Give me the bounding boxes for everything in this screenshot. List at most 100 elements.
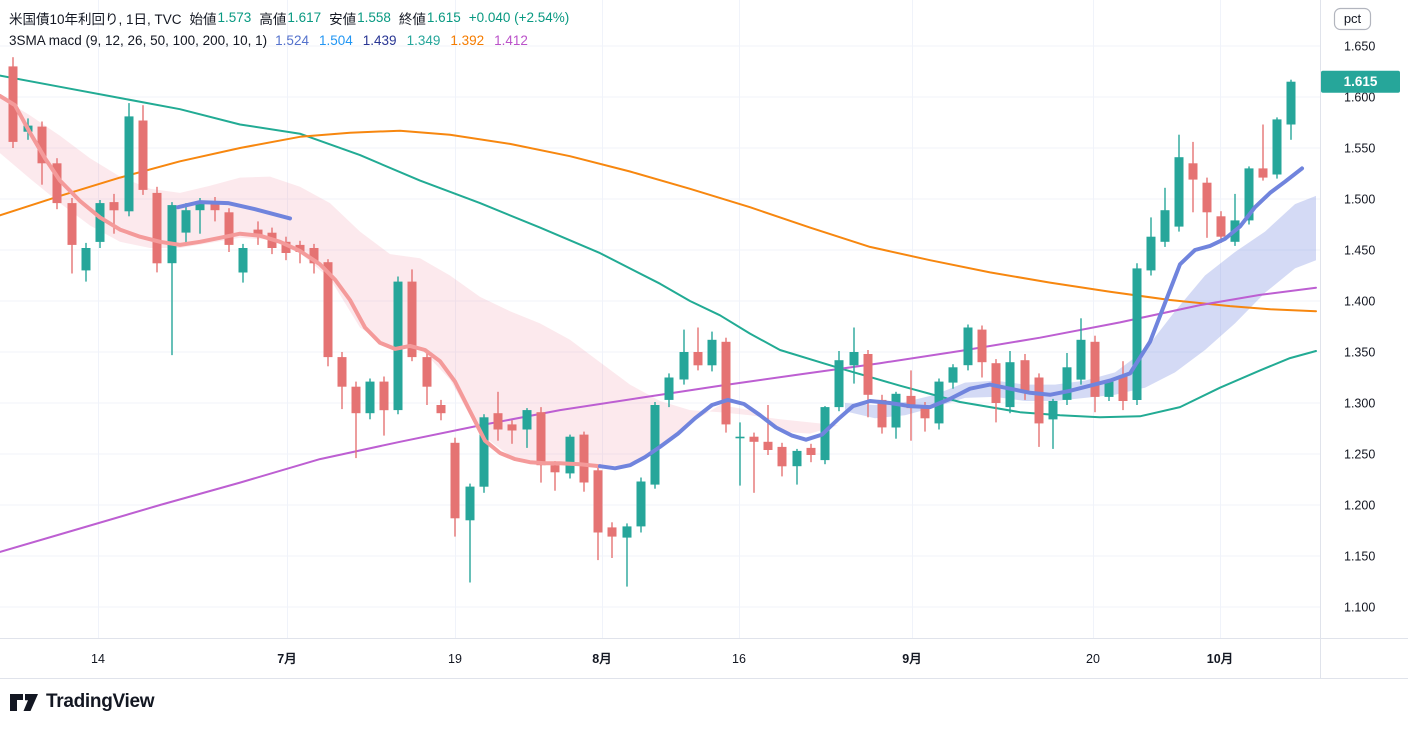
time-axis-label[interactable]: 10月 <box>1207 652 1233 666</box>
price-axis-label[interactable]: 1.250 <box>1344 448 1375 462</box>
candle-body <box>1146 236 1156 271</box>
time-axis-label[interactable]: 19 <box>448 652 462 666</box>
candle <box>81 242 91 282</box>
candle-body <box>281 241 291 253</box>
candle <box>977 325 987 378</box>
time-axis-label[interactable]: 9月 <box>902 652 921 666</box>
close-label: 終値 <box>398 11 426 27</box>
candle-body <box>607 527 617 537</box>
open-label: 始値 <box>189 11 217 27</box>
candle <box>52 158 62 210</box>
time-axis-label[interactable]: 16 <box>732 652 746 666</box>
candle-body <box>991 363 1001 403</box>
price-axis-label[interactable]: 1.650 <box>1344 40 1375 54</box>
candle <box>436 399 446 421</box>
indicator-title[interactable]: 3SMA macd (9, 12, 26, 50, 100, 200, 10, … <box>9 33 268 48</box>
high-label: 高値 <box>259 11 287 27</box>
candle-body <box>977 329 987 363</box>
time-axis-label[interactable]: 8月 <box>592 652 611 666</box>
price-axis-label[interactable]: 1.550 <box>1344 142 1375 156</box>
candle-body <box>891 393 901 428</box>
candle-body <box>593 470 603 533</box>
candle-body <box>1062 367 1072 400</box>
sma-100-line <box>0 74 1317 419</box>
candle-body <box>1272 119 1282 175</box>
candle-body <box>67 203 77 245</box>
candle-body <box>763 441 773 450</box>
candle <box>1216 211 1226 243</box>
unit-badge-label: pct <box>1344 11 1362 26</box>
candle-body <box>1202 182 1212 213</box>
candle <box>365 378 375 420</box>
low-label: 安値 <box>329 11 357 27</box>
price-axis-label[interactable]: 1.100 <box>1344 601 1375 615</box>
candle-body <box>52 163 62 204</box>
candle <box>1076 318 1086 385</box>
unit-badge[interactable] <box>1333 7 1372 31</box>
candle <box>281 236 291 261</box>
low-value: 1.558 <box>357 10 391 25</box>
last-price-badge-label: 1.615 <box>1344 74 1378 89</box>
candle-body <box>792 450 802 467</box>
candle <box>550 461 560 491</box>
candle-body <box>707 339 717 366</box>
time-axis-label[interactable]: 7月 <box>277 652 296 666</box>
candle <box>963 324 973 371</box>
indicator-value-5: 1.392 <box>450 33 485 48</box>
candle-body <box>465 486 475 521</box>
candle-body <box>863 354 873 395</box>
candle-body <box>735 436 745 439</box>
chart-legend: 米国債10年利回り, 1日, TVC 始値 1.573 高値 1.617 安値 1.5… <box>9 6 569 52</box>
price-axis-label[interactable]: 1.600 <box>1344 91 1375 105</box>
time-axis-label[interactable]: 14 <box>91 652 105 666</box>
tradingview-logo[interactable]: TradingView <box>10 691 155 713</box>
candle <box>721 337 731 433</box>
candle <box>536 407 546 483</box>
candle <box>1174 134 1184 232</box>
close-readout: 終値 1.615 <box>399 8 461 28</box>
candle-body <box>636 481 646 527</box>
time-axis-label[interactable]: 20 <box>1086 652 1100 666</box>
candle <box>450 437 460 537</box>
slow-ribbon-line <box>0 94 602 469</box>
candle-body <box>393 281 403 411</box>
change-readout: +0.040 (+2.54%) <box>468 10 570 25</box>
price-axis-label[interactable]: 1.300 <box>1344 397 1375 411</box>
indicator-values: 1.524 1.504 1.439 1.349 1.392 1.412 <box>275 33 528 48</box>
candle-body <box>323 262 333 358</box>
candle-body <box>1090 341 1100 397</box>
price-axis-label[interactable]: 1.200 <box>1344 499 1375 513</box>
symbol-title[interactable]: 米国債10年利回り, 1日, TVC <box>9 11 182 27</box>
candle <box>507 420 517 444</box>
candle <box>948 364 958 389</box>
candle-body <box>81 248 91 271</box>
candle-body <box>181 210 191 233</box>
candle-body <box>195 203 205 211</box>
indicator-value-2: 1.504 <box>318 33 353 48</box>
candle-body <box>436 405 446 414</box>
indicator-value-3: 1.439 <box>362 33 397 48</box>
candle <box>1272 117 1282 179</box>
candle <box>565 434 575 479</box>
price-axis-label[interactable]: 1.400 <box>1344 295 1375 309</box>
candle-body <box>309 248 319 264</box>
price-axis-label[interactable]: 1.450 <box>1344 244 1375 258</box>
candle-body <box>479 417 489 487</box>
candle-body <box>295 244 305 252</box>
ribbon-bear-ribbon <box>0 97 838 467</box>
candle <box>351 381 361 459</box>
candle <box>792 448 802 485</box>
price-axis-label[interactable]: 1.150 <box>1344 550 1375 564</box>
price-axis-label[interactable]: 1.500 <box>1344 193 1375 207</box>
candle-body <box>365 381 375 414</box>
price-axis-label[interactable]: 1.350 <box>1344 346 1375 360</box>
candle-body <box>536 412 546 466</box>
candle <box>622 523 632 587</box>
candle-body <box>963 327 973 366</box>
candle-body <box>550 465 560 473</box>
candle <box>238 243 248 283</box>
candle <box>224 208 234 252</box>
candle-body <box>253 229 263 236</box>
candle-body <box>95 203 105 242</box>
